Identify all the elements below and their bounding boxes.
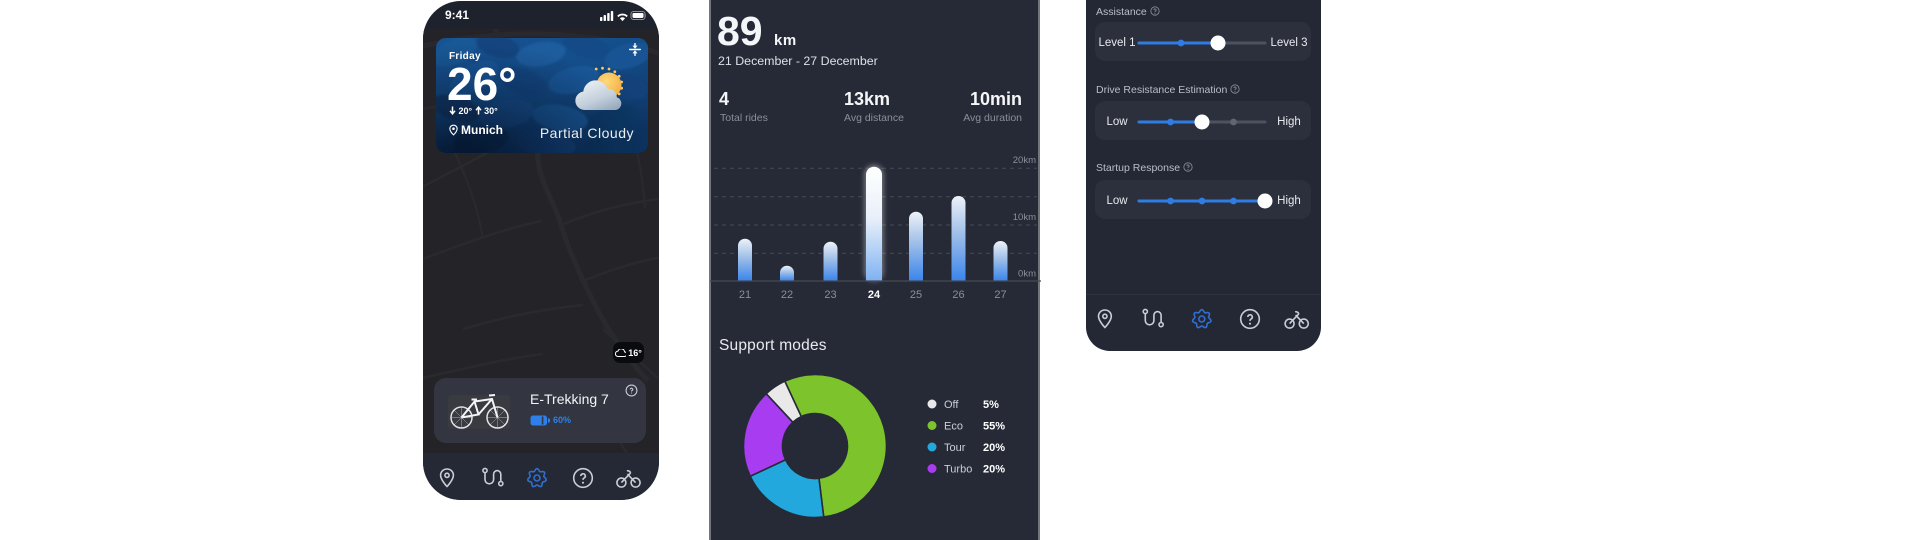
svg-text:24: 24	[867, 289, 880, 301]
svg-text:Eco: Eco	[944, 421, 963, 433]
svg-text:Turbo: Turbo	[944, 464, 972, 476]
svg-text:22: 22	[780, 289, 792, 301]
svg-text:20km: 20km	[1012, 155, 1035, 166]
svg-text:5%: 5%	[983, 399, 999, 411]
svg-text:20%: 20%	[983, 442, 1005, 454]
svg-text:Off: Off	[944, 399, 959, 411]
svg-text:25: 25	[909, 289, 921, 301]
svg-text:10km: 10km	[1012, 212, 1035, 223]
svg-text:23: 23	[824, 289, 836, 301]
svg-text:26: 26	[952, 289, 964, 301]
svg-text:20%: 20%	[983, 464, 1005, 476]
svg-text:55%: 55%	[983, 421, 1005, 433]
svg-text:0km: 0km	[1018, 269, 1036, 280]
svg-text:27: 27	[994, 289, 1006, 301]
svg-text:Tour: Tour	[944, 442, 966, 454]
svg-text:21: 21	[738, 289, 750, 301]
